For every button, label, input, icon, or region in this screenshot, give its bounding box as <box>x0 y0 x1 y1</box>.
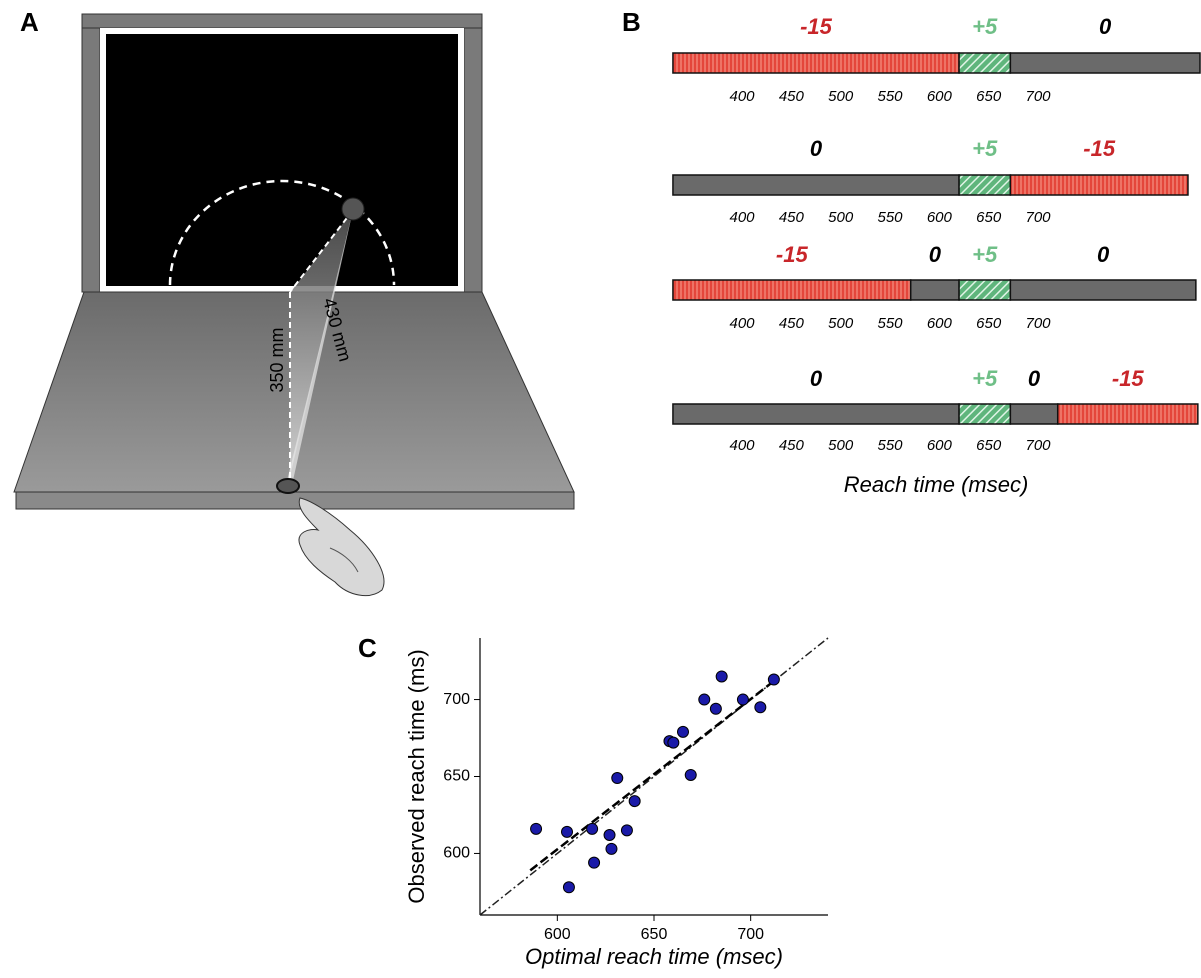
points-label: +5 <box>972 242 998 267</box>
y-axis-label: Observed reach time (ms) <box>404 649 429 903</box>
y-tick-label: 700 <box>443 691 470 708</box>
points-label: 0 <box>1097 242 1110 267</box>
tick-label: 550 <box>877 315 903 332</box>
tick-label: 500 <box>828 88 854 105</box>
time-segment <box>958 52 1012 74</box>
points-label: 0 <box>1099 14 1112 39</box>
data-point <box>530 822 543 835</box>
data-point <box>767 673 780 686</box>
tick-label: 650 <box>976 88 1002 105</box>
data-point <box>603 828 616 841</box>
time-segment <box>1009 403 1059 425</box>
data-point <box>586 822 599 835</box>
points-label: 0 <box>1028 366 1041 391</box>
points-label: +5 <box>972 14 998 39</box>
tick-label: 500 <box>828 209 854 226</box>
tick-label: 550 <box>877 437 903 454</box>
tick-label: 700 <box>1025 315 1051 332</box>
tick-label: 650 <box>976 315 1002 332</box>
tick-label: 450 <box>779 209 805 226</box>
time-segment <box>672 403 960 425</box>
y-tick-label: 650 <box>443 768 470 785</box>
tick-label: 550 <box>877 209 903 226</box>
tick-label: 600 <box>927 437 953 454</box>
tick-label: 400 <box>729 209 755 226</box>
data-point <box>667 736 680 749</box>
time-segment <box>1009 174 1189 196</box>
tick-label: 450 <box>779 437 805 454</box>
data-point <box>605 842 618 855</box>
tick-label: 450 <box>779 88 805 105</box>
x-tick-label: 600 <box>544 926 571 943</box>
panel-label: C <box>358 633 377 663</box>
time-segment <box>909 279 960 301</box>
time-segment <box>672 279 912 301</box>
points-label: 0 <box>810 136 823 161</box>
data-point <box>588 856 601 869</box>
tick-label: 600 <box>927 88 953 105</box>
points-label: -15 <box>1112 366 1145 391</box>
tick-label: 500 <box>828 437 854 454</box>
points-label: +5 <box>972 136 998 161</box>
tick-label: 650 <box>976 437 1002 454</box>
tick-label: 700 <box>1025 209 1051 226</box>
tick-label: 400 <box>729 315 755 332</box>
data-point <box>684 768 697 781</box>
tick-label: 700 <box>1025 437 1051 454</box>
tick-label: 600 <box>927 209 953 226</box>
tick-label: 500 <box>828 315 854 332</box>
tick-label: 450 <box>779 315 805 332</box>
tick-label: 400 <box>729 88 755 105</box>
points-label: -15 <box>776 242 809 267</box>
time-segment <box>672 52 960 74</box>
points-label: 0 <box>810 366 823 391</box>
time-segment <box>958 279 1012 301</box>
points-label: 0 <box>929 242 942 267</box>
points-label: -15 <box>1083 136 1116 161</box>
points-label: +5 <box>972 366 998 391</box>
data-point <box>698 693 711 706</box>
distance-label: 350 mm <box>267 327 287 392</box>
x-tick-label: 700 <box>737 926 764 943</box>
time-segment <box>1009 52 1201 74</box>
x-axis-label: Reach time (msec) <box>844 472 1029 497</box>
data-point <box>628 795 641 808</box>
time-segment <box>1056 403 1199 425</box>
data-point <box>620 824 633 837</box>
data-point <box>562 881 575 894</box>
time-segment <box>672 174 960 196</box>
x-axis-label: Optimal reach time (msec) <box>525 944 783 969</box>
data-point <box>611 772 624 785</box>
y-tick-label: 600 <box>443 845 470 862</box>
x-tick-label: 650 <box>641 926 668 943</box>
time-segment <box>1009 279 1197 301</box>
tick-label: 400 <box>729 437 755 454</box>
tick-label: 700 <box>1025 88 1051 105</box>
tick-label: 550 <box>877 88 903 105</box>
panel-label: A <box>20 7 39 37</box>
apparatus <box>13 13 575 597</box>
tick-label: 600 <box>927 315 953 332</box>
fit-line <box>529 680 775 872</box>
data-point <box>709 702 722 715</box>
points-label: -15 <box>800 14 833 39</box>
data-point <box>715 670 728 683</box>
panel-label: B <box>622 7 641 37</box>
time-segment <box>958 403 1012 425</box>
data-point <box>754 701 767 714</box>
tick-label: 650 <box>976 209 1002 226</box>
time-segment <box>958 174 1012 196</box>
data-point <box>736 693 749 706</box>
data-point <box>677 725 689 738</box>
data-point <box>561 825 573 838</box>
